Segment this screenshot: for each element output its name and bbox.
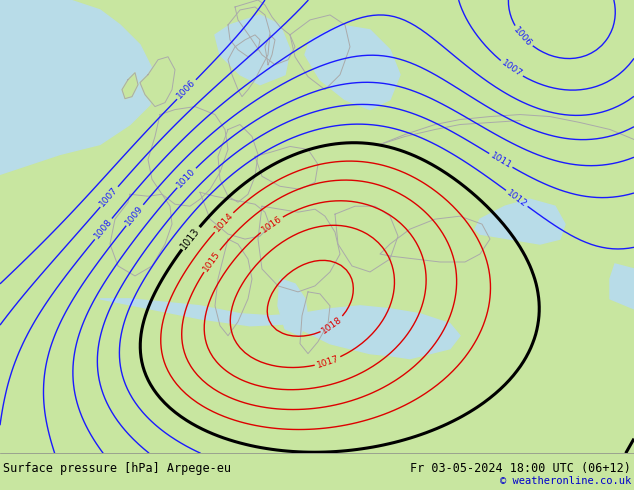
Polygon shape [215, 15, 290, 85]
Text: 1007: 1007 [500, 58, 524, 79]
Polygon shape [0, 0, 155, 174]
Polygon shape [140, 57, 175, 107]
Polygon shape [475, 199, 565, 244]
Polygon shape [100, 299, 460, 359]
Polygon shape [305, 25, 400, 110]
Text: 1010: 1010 [175, 167, 198, 189]
Text: 1016: 1016 [259, 214, 283, 235]
Polygon shape [610, 264, 634, 309]
Polygon shape [0, 0, 634, 453]
Text: 1006: 1006 [512, 25, 534, 48]
Text: 1011: 1011 [489, 151, 513, 170]
Text: Surface pressure [hPa] Arpege-eu: Surface pressure [hPa] Arpege-eu [3, 462, 231, 475]
Text: © weatheronline.co.uk: © weatheronline.co.uk [500, 476, 631, 486]
Polygon shape [122, 73, 138, 98]
Text: 1009: 1009 [124, 203, 145, 227]
Text: Fr 03-05-2024 18:00 UTC (06+12): Fr 03-05-2024 18:00 UTC (06+12) [410, 462, 631, 475]
Text: 1015: 1015 [201, 249, 222, 273]
Polygon shape [278, 279, 308, 336]
Text: 1006: 1006 [175, 78, 198, 101]
Text: 1018: 1018 [320, 315, 344, 336]
Text: 1017: 1017 [315, 354, 340, 369]
Text: 1008: 1008 [93, 217, 114, 241]
Text: 1007: 1007 [98, 185, 120, 208]
Text: 1014: 1014 [212, 211, 235, 234]
Text: 1013: 1013 [179, 225, 202, 251]
Text: 1012: 1012 [505, 188, 529, 209]
